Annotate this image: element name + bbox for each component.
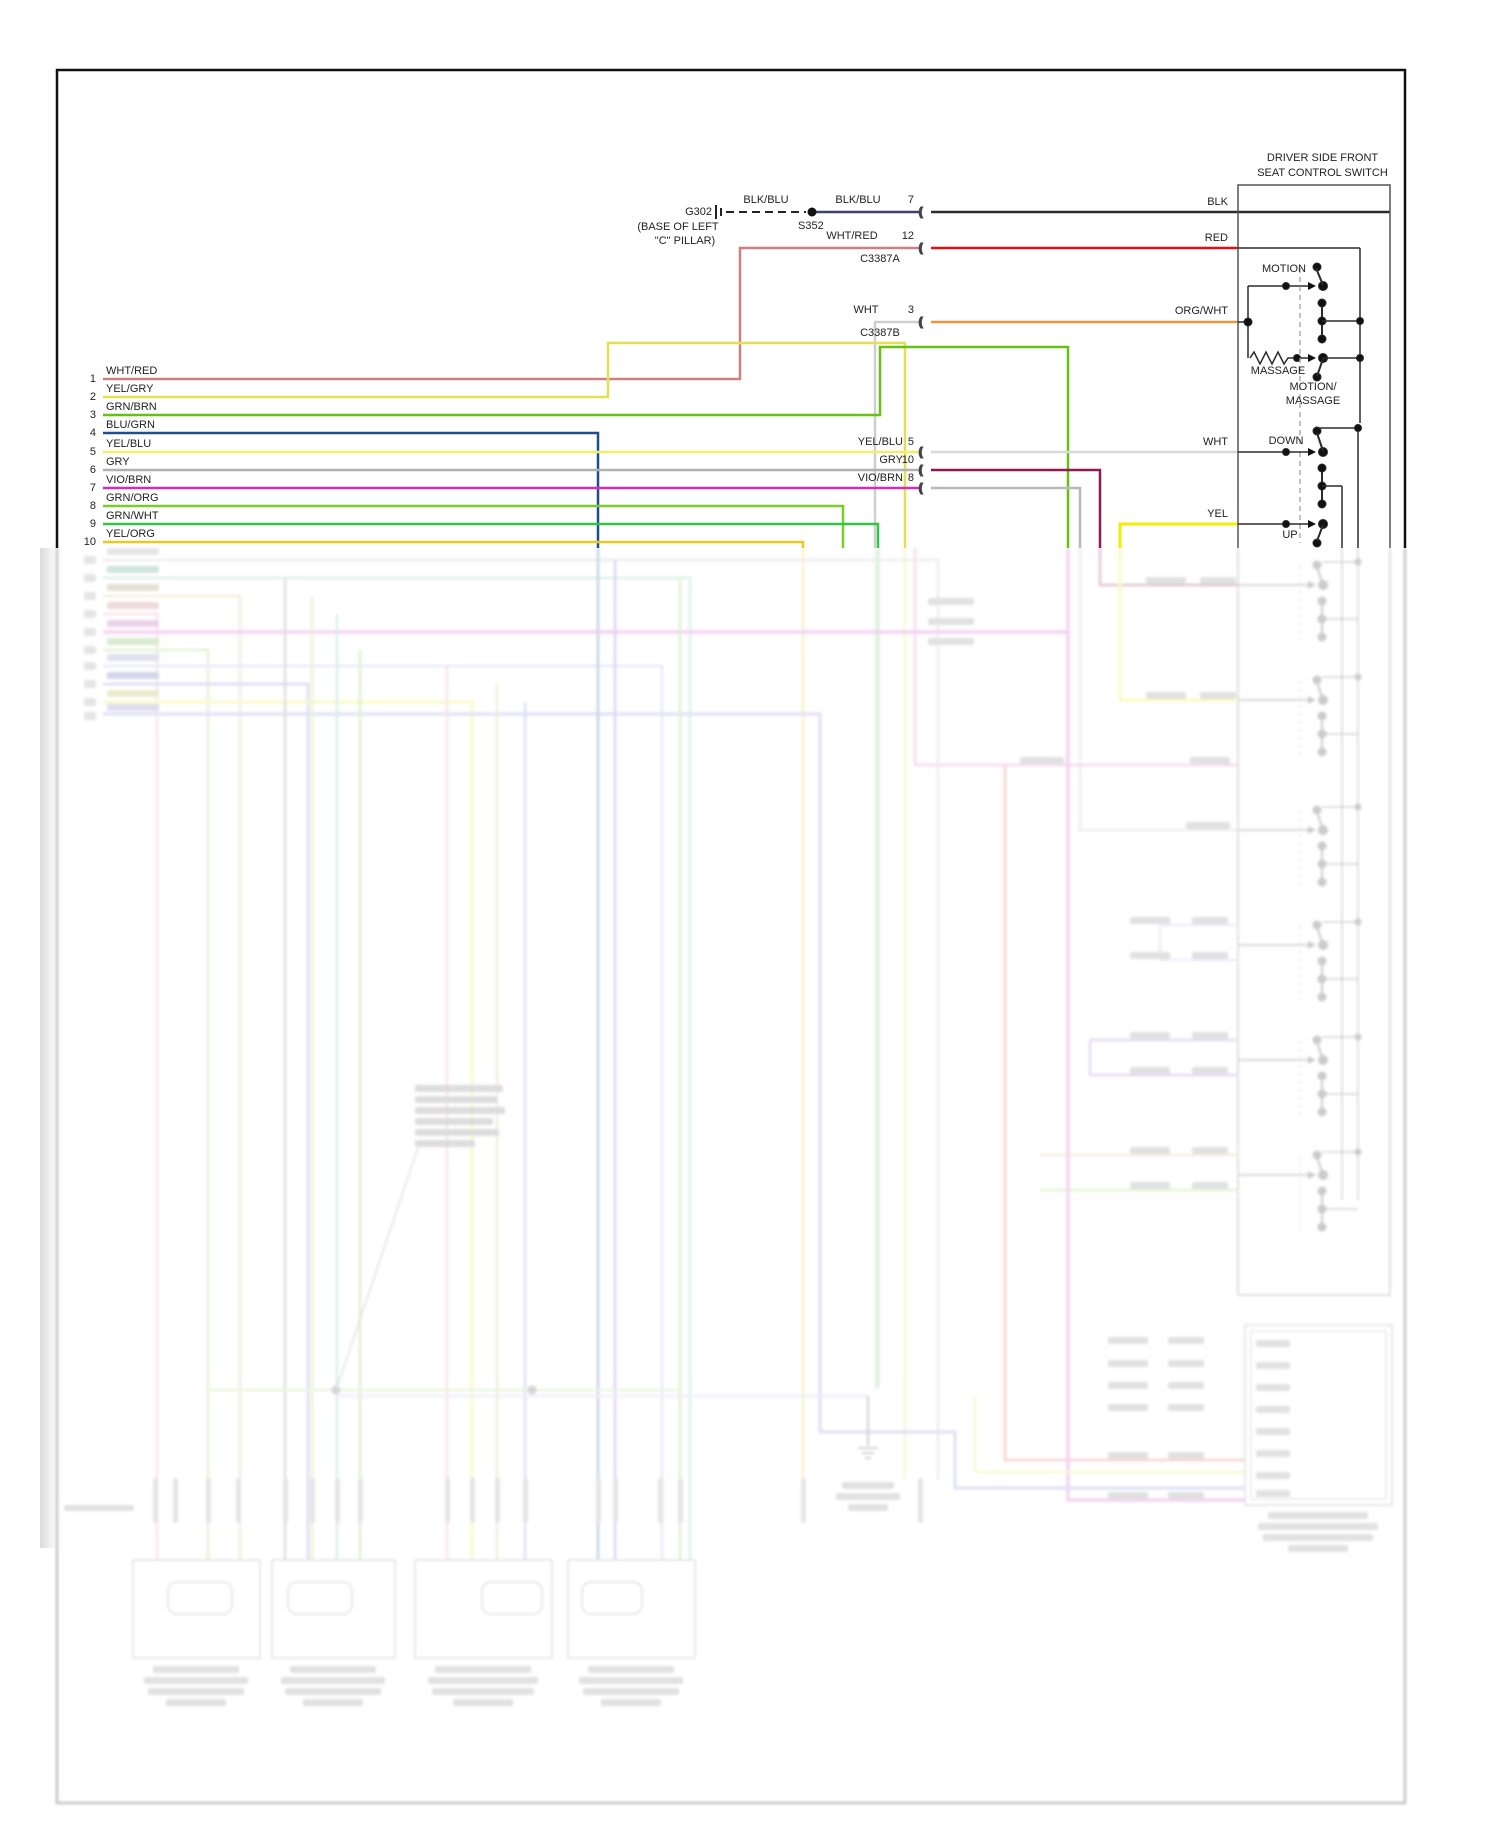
faded-junction-dots bbox=[331, 1385, 537, 1395]
row-number: 3 bbox=[89, 409, 96, 421]
wire-label-whtred: WHT/RED bbox=[826, 230, 878, 242]
switch-title-line1: DRIVER SIDE FRONT bbox=[1266, 152, 1379, 164]
switch-box-outline bbox=[1237, 184, 1391, 548]
row-number: 1 bbox=[89, 373, 96, 385]
connector-c3387a: C3387A bbox=[860, 253, 900, 265]
wire-label-wht: WHT bbox=[853, 304, 879, 316]
row-number: 10 bbox=[83, 536, 96, 548]
splice-s352-dot bbox=[807, 207, 817, 217]
wire-label-red: RED bbox=[1204, 232, 1228, 244]
faded-connector-pins bbox=[153, 1478, 923, 1523]
annotation-leader-line bbox=[335, 1147, 419, 1391]
row-number: 8 bbox=[89, 500, 96, 512]
row-label: YEL/ORG bbox=[106, 528, 155, 540]
connector-c3387b: C3387B bbox=[860, 327, 900, 339]
switch-label-motion-massage-1: MOTION/ bbox=[1289, 381, 1337, 393]
mid-label-viobrn: VIO/BRN bbox=[857, 472, 903, 484]
row-label: GRN/ORG bbox=[106, 492, 159, 504]
switch-label-motion-massage-2: MASSAGE bbox=[1285, 395, 1341, 407]
row-label: YEL/GRY bbox=[106, 383, 154, 395]
mid-label-yelblu: YEL/BLU bbox=[857, 436, 903, 448]
switch-label-motion: MOTION bbox=[1262, 263, 1306, 275]
g302-ground-symbol bbox=[715, 205, 722, 219]
inline-connector-icon: (( bbox=[918, 204, 923, 219]
row-label: VIO/BRN bbox=[106, 474, 152, 486]
faded-wires bbox=[103, 548, 1245, 1560]
row-label: WHT/RED bbox=[106, 365, 158, 377]
inline-connector-icon: (( bbox=[918, 314, 923, 329]
row-number: 2 bbox=[89, 391, 96, 403]
ground-location-line2: "C" PILLAR) bbox=[654, 235, 716, 247]
inline-connector-icon: (( bbox=[918, 480, 923, 495]
wash-edge-shadow bbox=[40, 548, 57, 1548]
wire-wht-orgwht bbox=[873, 320, 1238, 548]
mid-label-gry: GRY bbox=[879, 454, 903, 466]
faded-page-border bbox=[55, 548, 1407, 1805]
switch-title-line2: SEAT CONTROL SWITCH bbox=[1257, 167, 1388, 179]
wire-label-wht-down: WHT bbox=[1202, 436, 1228, 448]
row-number: 9 bbox=[89, 518, 96, 530]
splice-label: S352 bbox=[798, 220, 824, 232]
switch-label-down: DOWN bbox=[1268, 435, 1304, 447]
ground-location-line1: (BASE OF LEFT bbox=[637, 221, 719, 233]
wire-label-blk: BLK bbox=[1207, 196, 1228, 208]
inline-connector-icon: (( bbox=[918, 444, 923, 459]
switch-label-up: UP bbox=[1282, 529, 1298, 541]
inline-connector-icon: (( bbox=[918, 462, 923, 477]
switch-internals bbox=[1238, 247, 1364, 548]
row-label: GRY bbox=[106, 456, 130, 468]
faded-connector-boxes bbox=[132, 1324, 1393, 1659]
left-row-wires bbox=[103, 341, 1238, 548]
pin-3: 3 bbox=[907, 304, 914, 316]
wire-label-blkblu-b: BLK/BLU bbox=[835, 194, 881, 206]
inline-connector-icon: (( bbox=[918, 240, 923, 255]
pin-5: 5 bbox=[907, 436, 914, 448]
faded-switch-box bbox=[1237, 548, 1391, 1296]
row-number: 7 bbox=[89, 482, 96, 494]
row-number: 4 bbox=[89, 427, 96, 439]
pin-8: 8 bbox=[907, 472, 914, 484]
wire-label-blkblu-a: BLK/BLU bbox=[743, 194, 789, 206]
row-label: GRN/BRN bbox=[106, 401, 157, 413]
ground-id: G302 bbox=[685, 206, 712, 218]
wire-label-orgwht: ORG/WHT bbox=[1174, 305, 1228, 317]
row-number: 5 bbox=[89, 446, 96, 458]
switch-label-massage: MASSAGE bbox=[1250, 365, 1306, 377]
pin-12: 12 bbox=[901, 230, 914, 242]
row-label: YEL/BLU bbox=[106, 438, 152, 450]
pin-10: 10 bbox=[901, 454, 914, 466]
row-number: 6 bbox=[89, 464, 96, 476]
pin-7: 7 bbox=[907, 194, 914, 206]
wire-wht-red bbox=[103, 246, 1238, 381]
row-label: GRN/WHT bbox=[106, 510, 159, 522]
page-border bbox=[55, 68, 1407, 548]
wire-label-yel-up: YEL bbox=[1207, 508, 1228, 520]
ground-symbol-bottom bbox=[858, 1396, 878, 1459]
row-label: BLU/GRN bbox=[106, 419, 155, 431]
